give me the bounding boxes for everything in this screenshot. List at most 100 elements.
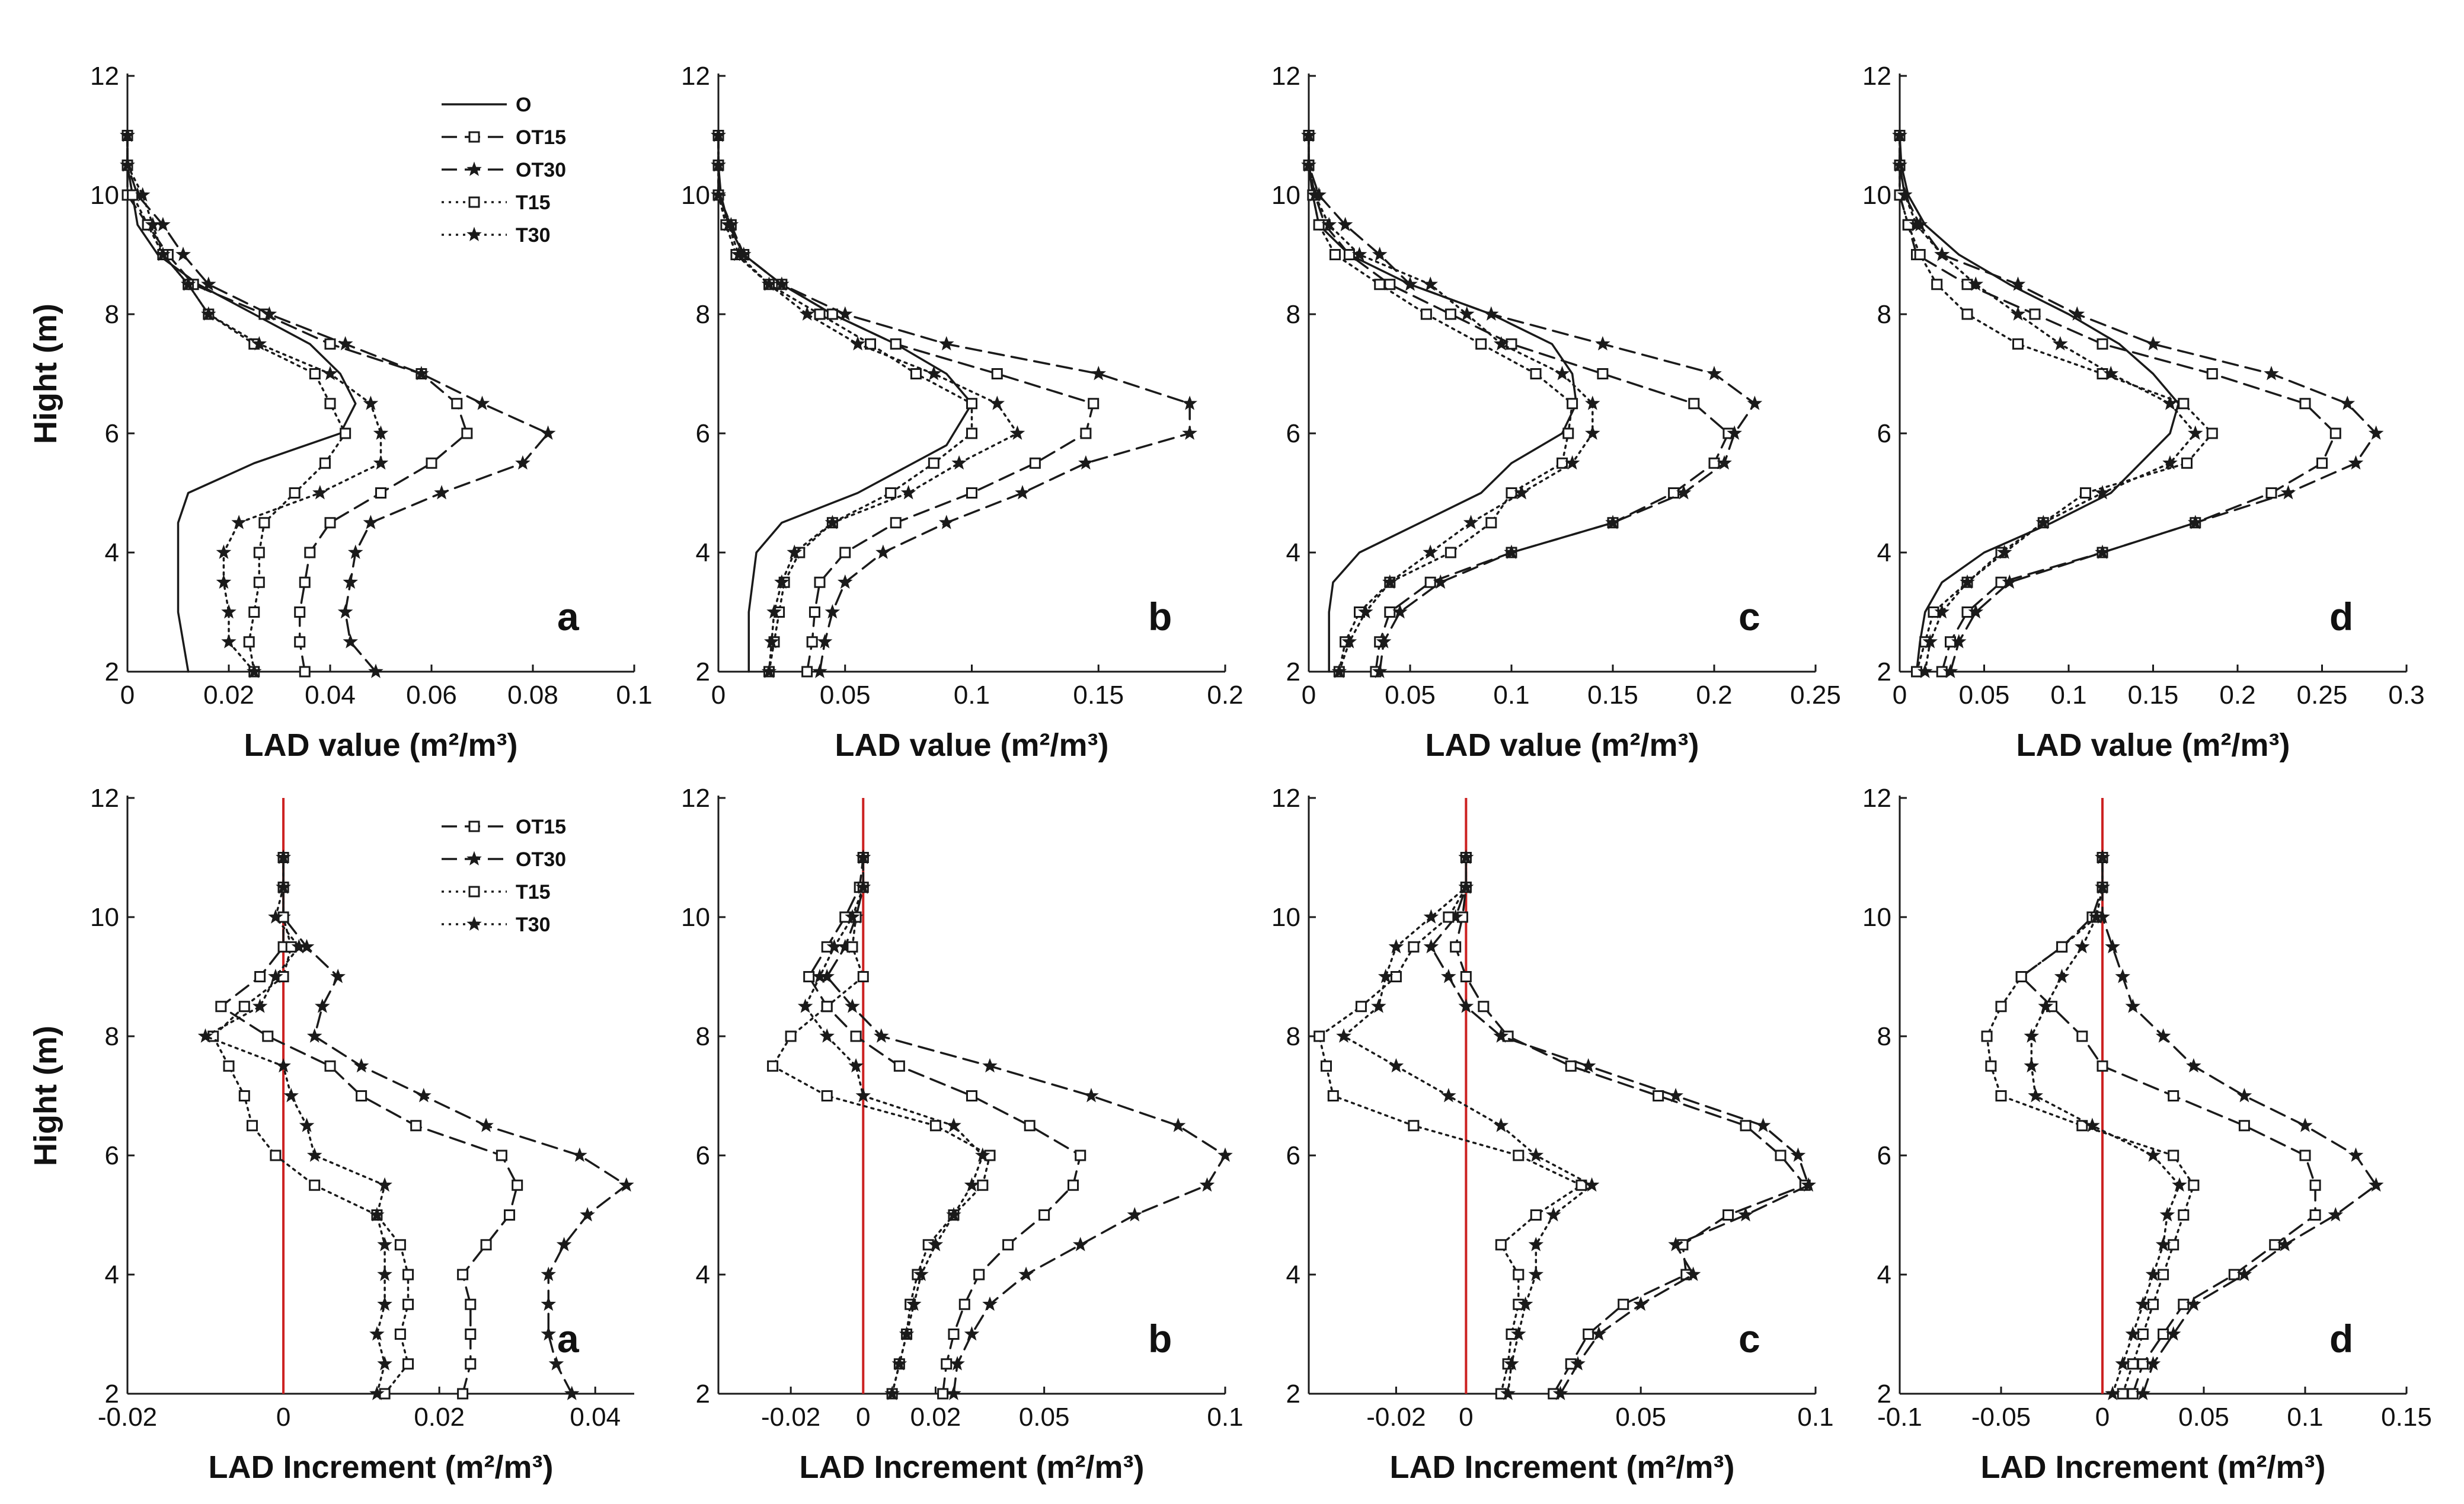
x-tick-label: 0.02 — [203, 681, 254, 710]
legend: O OT15 OT30 T15 T30 — [442, 94, 566, 247]
data-point — [2265, 487, 2277, 499]
panel-label: a — [557, 595, 580, 638]
legend-label: OT30 — [516, 159, 566, 181]
y-tick-label: 2 — [105, 1380, 119, 1409]
x-tick-label: -0.02 — [761, 1403, 820, 1432]
data-point — [120, 157, 135, 172]
data-point — [1605, 515, 1621, 529]
series-o — [1308, 134, 1578, 673]
data-point — [2178, 1298, 2190, 1310]
data-point — [2147, 1298, 2159, 1310]
data-point — [253, 576, 265, 588]
data-point — [1068, 1179, 1079, 1191]
legend-marker — [466, 161, 482, 176]
data-point — [1902, 219, 1914, 231]
panel-bottom-d: 2 4 6 8 10 12 -0.1 -0.05 0 0.05 0.1 0.15 d LAD Increm… — [1862, 784, 2432, 1485]
data-point — [837, 574, 853, 589]
data-point — [938, 336, 954, 351]
x-axis-title: LAD value (m²/m³) — [835, 727, 1108, 763]
data-point — [1968, 604, 1984, 619]
data-point — [377, 1296, 392, 1311]
data-point — [619, 1177, 634, 1192]
data-point — [465, 1358, 477, 1370]
data-point — [1088, 398, 1100, 410]
data-point — [941, 1358, 953, 1370]
data-point — [1580, 1058, 1596, 1073]
series-ot15 — [803, 852, 1086, 1400]
data-point — [1478, 1001, 1490, 1013]
data-point — [1423, 276, 1438, 291]
data-point — [1917, 663, 1933, 678]
x-tick-label: 0.05 — [1019, 1403, 1070, 1432]
data-point — [1444, 547, 1456, 558]
x-tick-label: 0.1 — [1797, 1403, 1833, 1432]
data-point — [540, 425, 556, 440]
y-tick-label: 12 — [90, 62, 119, 91]
y-tick-label: 4 — [105, 1260, 119, 1289]
y-tick-label: 8 — [1877, 300, 1891, 329]
data-point — [2178, 398, 2190, 410]
series-line-ot15 — [220, 856, 519, 1395]
legend-marker — [468, 886, 480, 898]
data-point — [2105, 938, 2120, 954]
y-tick-label: 6 — [1286, 419, 1300, 448]
y-tick-label: 8 — [105, 300, 119, 329]
y-tick-label: 6 — [696, 1141, 710, 1170]
data-point — [369, 1207, 385, 1222]
x-axis-title: LAD Increment (m²/m³) — [208, 1449, 553, 1485]
y-tick-label: 6 — [1877, 419, 1891, 448]
data-point — [1931, 279, 1943, 290]
x-tick-label: 0.1 — [2287, 1403, 2323, 1432]
data-point — [541, 1296, 557, 1311]
x-tick-label: 0.15 — [1073, 681, 1124, 710]
data-point — [989, 395, 1005, 410]
data-point — [1351, 247, 1367, 261]
data-point — [845, 909, 860, 924]
data-point — [294, 606, 306, 618]
data-point — [1392, 604, 1408, 619]
series-line-ot15 — [807, 856, 1082, 1395]
data-point — [1668, 1237, 1683, 1251]
data-point — [1314, 1030, 1325, 1042]
data-point — [2115, 969, 2130, 983]
data-point — [1545, 1207, 1561, 1222]
series-line-ot15 — [1899, 134, 2337, 673]
data-point — [857, 971, 869, 982]
data-point — [2181, 457, 2193, 469]
data-point — [246, 663, 262, 678]
panel-label: a — [557, 1317, 580, 1361]
x-tick-label: 0.1 — [1493, 681, 1529, 710]
data-point — [1717, 455, 1732, 470]
data-point — [2038, 998, 2054, 1013]
series-line-o — [1308, 134, 1578, 673]
data-point — [1495, 1239, 1507, 1251]
series-line-ot15 — [2020, 856, 2316, 1395]
panel-label: d — [2329, 595, 2353, 638]
series-line-t15 — [1318, 856, 1583, 1395]
x-axis-title: LAD Increment (m²/m³) — [1980, 1449, 2325, 1485]
data-point — [253, 547, 265, 558]
series-ot15 — [215, 852, 523, 1400]
y-tick-label: 2 — [1877, 1380, 1891, 1409]
y-tick-label: 4 — [696, 1260, 710, 1289]
y-tick-label: 2 — [1877, 657, 1891, 686]
data-point — [1995, 1001, 2007, 1013]
data-point — [855, 879, 871, 894]
data-point — [294, 636, 306, 648]
legend-marker — [466, 851, 482, 866]
data-point — [1075, 1149, 1086, 1161]
data-point — [1504, 1356, 1519, 1371]
data-point — [2159, 1207, 2175, 1222]
data-point — [1371, 998, 1386, 1013]
series-ot15 — [122, 130, 473, 678]
data-point — [1996, 544, 2012, 559]
data-point — [373, 455, 389, 470]
data-point — [377, 1266, 392, 1281]
data-point — [2075, 938, 2090, 954]
data-point — [817, 634, 833, 649]
data-point — [238, 1090, 250, 1101]
x-tick-label: 0.15 — [2128, 681, 2179, 710]
data-point — [299, 1117, 315, 1132]
data-point — [839, 547, 851, 558]
series-t30 — [2024, 850, 2187, 1400]
